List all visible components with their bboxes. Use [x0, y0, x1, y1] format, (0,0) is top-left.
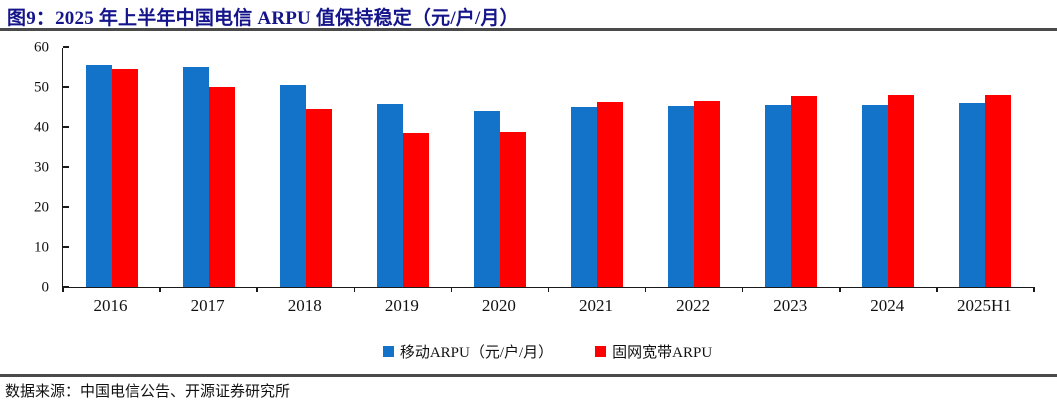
bar-series1-2020 [499, 132, 526, 287]
bar-group-2020 [451, 48, 548, 287]
y-axis-label: 0 [41, 279, 50, 296]
y-axis-label: 30 [34, 159, 49, 176]
y-tick-mark [63, 246, 69, 248]
x-tick-mark [644, 287, 647, 292]
y-axis-label: 60 [34, 39, 49, 56]
bar-series0-2016 [85, 65, 112, 287]
y-axis-label: 40 [34, 119, 49, 136]
bar-series0-2024 [861, 104, 888, 287]
legend-label: 固网宽带ARPU [612, 345, 713, 361]
bar-series1-2025H1 [984, 95, 1011, 287]
x-tick-mark [62, 287, 64, 292]
x-axis-label-2024: 2024 [870, 296, 905, 315]
chart-legend: 移动ARPU（元/户/月） 固网宽带ARPU [62, 341, 1033, 362]
bar-group-2016 [63, 48, 160, 287]
x-tick-mark [839, 287, 841, 292]
bar-group-2023 [742, 48, 839, 287]
bar-group-2019 [354, 48, 451, 287]
bar-group-2024 [839, 48, 936, 287]
bar-series1-2017 [208, 87, 235, 287]
x-tick-mark [741, 287, 744, 292]
bottom-separator-line [0, 374, 1057, 377]
x-axis-label-2025H1: 2025H1 [957, 296, 1012, 315]
legend-swatch-icon [382, 346, 394, 357]
y-tick-mark [63, 206, 69, 208]
x-tick-mark [450, 287, 453, 292]
bar-series0-2023 [764, 105, 791, 287]
y-tick-mark [63, 126, 69, 128]
bar-series1-2019 [402, 133, 429, 287]
y-tick-mark [63, 286, 69, 288]
legend-item-0: 移动ARPU（元/户/月） [382, 341, 554, 362]
y-axis-label: 20 [34, 199, 49, 216]
y-axis-label: 50 [34, 79, 49, 96]
x-tick-mark [159, 287, 161, 292]
x-axis-label-2023: 2023 [773, 296, 808, 315]
bar-series0-2022 [667, 106, 694, 287]
bar-series1-2021 [596, 101, 623, 287]
bar-series0-2025H1 [958, 103, 985, 287]
x-tick-mark [1033, 287, 1035, 292]
bar-group-2025H1 [936, 48, 1033, 287]
bar-series0-2017 [182, 67, 209, 287]
x-axis-label-2022: 2022 [676, 296, 711, 315]
x-axis-label-2017: 2017 [190, 296, 225, 315]
bar-series0-2018 [279, 85, 306, 287]
bar-series0-2019 [376, 103, 403, 287]
y-tick-mark [63, 46, 69, 48]
x-axis-label-2021: 2021 [579, 296, 614, 315]
x-tick-mark [547, 287, 550, 292]
y-tick-mark [63, 166, 69, 168]
x-axis: 2016 2017 2018 2019 2020 2021 2022 2023 2024 2025… [62, 296, 1033, 316]
legend-item-1: 固网宽带ARPU [595, 341, 712, 362]
bar-series1-2016 [111, 69, 138, 287]
legend-swatch-icon [595, 346, 607, 357]
bar-series0-2021 [570, 107, 597, 287]
bar-series0-2020 [473, 110, 500, 287]
y-axis: 0 10 20 30 40 50 60 [0, 40, 56, 295]
bar-group-2017 [160, 48, 257, 287]
x-axis-label-2016: 2016 [93, 296, 128, 315]
bar-series1-2022 [693, 100, 720, 287]
bar-group-2021 [548, 48, 645, 287]
x-tick-mark [353, 287, 356, 292]
bar-group-2018 [257, 48, 354, 287]
x-axis-label-2018: 2018 [287, 296, 322, 315]
bar-group-2022 [645, 48, 742, 287]
y-axis-label: 10 [34, 239, 49, 256]
top-separator-line [0, 28, 1057, 31]
bar-series1-2018 [305, 109, 332, 287]
y-tick-mark [63, 86, 69, 88]
source-note: 数据来源：中国电信公告、开源证券研究所 [5, 384, 291, 400]
legend-label: 移动ARPU（元/户/月） [399, 345, 554, 361]
bar-series1-2024 [887, 95, 914, 287]
x-tick-mark [256, 287, 258, 292]
x-axis-label-2019: 2019 [384, 296, 419, 315]
plot-area [62, 46, 1035, 292]
bar-series1-2023 [790, 95, 817, 287]
x-tick-mark [936, 287, 938, 292]
figure-title: 图9：2025 年上半年中国电信 ARPU 值保持稳定（元/户/月） [7, 8, 519, 29]
x-axis-label-2020: 2020 [481, 296, 516, 315]
